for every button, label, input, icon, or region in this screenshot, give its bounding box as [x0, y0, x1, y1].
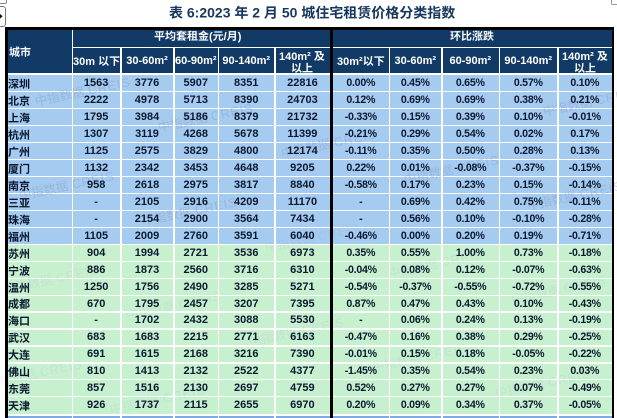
svg-text:30m: 30m — [73, 56, 98, 68]
svg-text:30m²: 30m² — [337, 56, 363, 68]
svg-text:2: 2 — [249, 5, 265, 21]
svg-text:50: 50 — [278, 5, 301, 21]
svg-text:(: ( — [209, 31, 213, 43]
svg-text:140m²: 140m² — [279, 51, 314, 63]
svg-text:/: / — [223, 31, 226, 43]
svg-text:): ) — [238, 31, 242, 43]
svg-text:6:2023: 6:2023 — [183, 5, 234, 21]
svg-text:140m²: 140m² — [562, 51, 597, 63]
